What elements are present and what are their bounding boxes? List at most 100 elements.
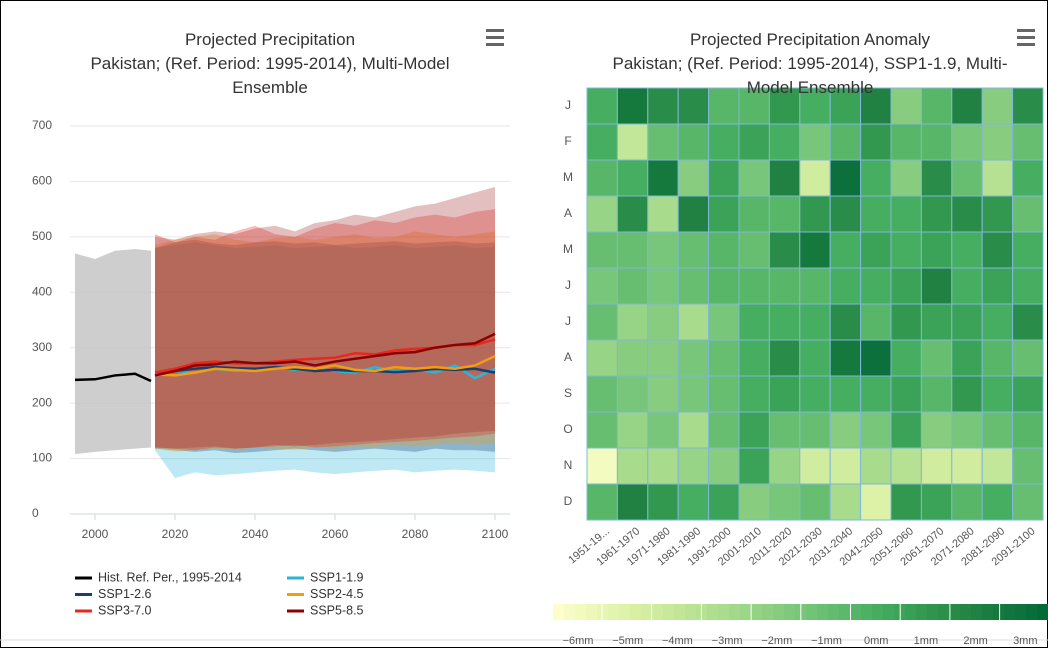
heat-cell — [738, 267, 770, 305]
heat-cell — [890, 411, 922, 449]
y-tick-label: 500 — [32, 229, 52, 243]
heat-cell — [1012, 447, 1044, 485]
chart-title: Projected Precipitation — [184, 30, 356, 49]
range-band — [155, 231, 495, 452]
heat-cell — [586, 231, 618, 269]
heat-cell — [738, 303, 770, 341]
chart-title-block: Projected Precipitation Anomaly Pakistan… — [605, 28, 1015, 100]
colorbar-segment — [641, 604, 652, 620]
heat-cell — [738, 375, 770, 413]
heat-cell — [1012, 87, 1044, 125]
heat-cell — [708, 123, 740, 161]
heat-cell — [586, 411, 618, 449]
heat-cell — [920, 375, 953, 413]
colorbar-segment — [927, 604, 938, 620]
colorbar-segment — [1004, 604, 1015, 620]
heat-cell — [829, 375, 862, 413]
colorbar-segment — [740, 604, 751, 620]
heat-cell — [951, 159, 983, 197]
y-tick-label: J — [565, 278, 571, 292]
colorbar-segment — [663, 604, 674, 620]
heat-cell — [981, 87, 1014, 125]
heat-cell — [677, 447, 710, 485]
heat-cell — [860, 411, 892, 449]
legend-label: SSP3-7.0 — [98, 603, 152, 617]
heat-cell — [981, 375, 1014, 413]
heat-cell — [1012, 375, 1044, 413]
heat-cell — [951, 195, 983, 233]
heat-cell — [920, 267, 953, 305]
heat-cell — [1012, 303, 1044, 341]
colorbar-segment — [872, 604, 883, 620]
heat-cell — [738, 123, 770, 161]
heat-cell — [586, 267, 618, 305]
heat-cell — [586, 303, 618, 341]
colorbar-segment — [751, 604, 762, 620]
colorbar-segment — [608, 604, 619, 620]
heat-cell — [768, 303, 801, 341]
y-tick-label: M — [563, 242, 573, 256]
heat-cell — [616, 411, 649, 449]
colorbar-segment — [674, 604, 685, 620]
range-band — [155, 186, 495, 449]
heat-cell — [708, 87, 740, 125]
colorbar-segment — [729, 604, 740, 620]
chart-title-block: Projected Precipitation Pakistan; (Ref. … — [70, 28, 470, 100]
heat-cell — [768, 195, 801, 233]
heat-cell — [890, 267, 922, 305]
heat-cell — [890, 375, 922, 413]
heat-cell — [799, 87, 831, 125]
heat-cell — [981, 123, 1014, 161]
colorbar-segment — [960, 604, 971, 620]
heat-cell — [920, 303, 953, 341]
series-line — [154, 365, 496, 374]
heat-cell — [586, 195, 618, 233]
heat-cell — [920, 411, 953, 449]
heat-cell — [768, 375, 801, 413]
colorbar-label: −1mm — [811, 635, 842, 647]
heat-cell — [799, 123, 831, 161]
colorbar-label: −6mm — [563, 635, 594, 647]
heat-cell — [677, 231, 710, 269]
chart-title: Projected Precipitation Anomaly — [689, 30, 931, 49]
heat-cell — [829, 123, 862, 161]
heat-cell — [708, 267, 740, 305]
y-tick-label: F — [564, 134, 571, 148]
colorbar-segment — [817, 604, 828, 620]
heat-cell — [647, 375, 679, 413]
colorbar-segment — [718, 604, 729, 620]
colorbar-label: −2mm — [761, 635, 792, 647]
heat-cell — [1012, 231, 1044, 269]
menu-icon[interactable] — [1017, 29, 1035, 46]
heat-cell — [951, 303, 983, 341]
heat-cell — [677, 303, 710, 341]
heat-cell — [768, 267, 801, 305]
heat-cell — [616, 231, 649, 269]
heat-cell — [860, 375, 892, 413]
heat-cell — [677, 339, 710, 377]
range-band — [155, 242, 495, 478]
heat-cell — [616, 483, 649, 521]
heat-cell — [890, 231, 922, 269]
y-tick-label: A — [564, 206, 572, 220]
colorbar-label: −4mm — [662, 635, 693, 647]
x-tick-label: 2000 — [82, 527, 109, 541]
y-tick-label: O — [563, 422, 572, 436]
heat-cell — [799, 231, 831, 269]
heat-cell — [1012, 339, 1044, 377]
colorbar-segment — [938, 604, 949, 620]
colorbar-segment — [586, 604, 597, 620]
heat-cell — [920, 339, 953, 377]
heat-cell — [829, 447, 862, 485]
heat-cell — [616, 267, 649, 305]
range-band — [155, 239, 495, 454]
heat-cell — [1012, 411, 1044, 449]
y-tick-label: 600 — [32, 174, 52, 188]
colorbar-label: 0mm — [864, 635, 888, 647]
heat-cell — [860, 231, 892, 269]
heat-cell — [1012, 195, 1044, 233]
heat-cell — [616, 447, 649, 485]
colorbar-segment — [982, 604, 993, 620]
menu-icon[interactable] — [486, 29, 504, 46]
